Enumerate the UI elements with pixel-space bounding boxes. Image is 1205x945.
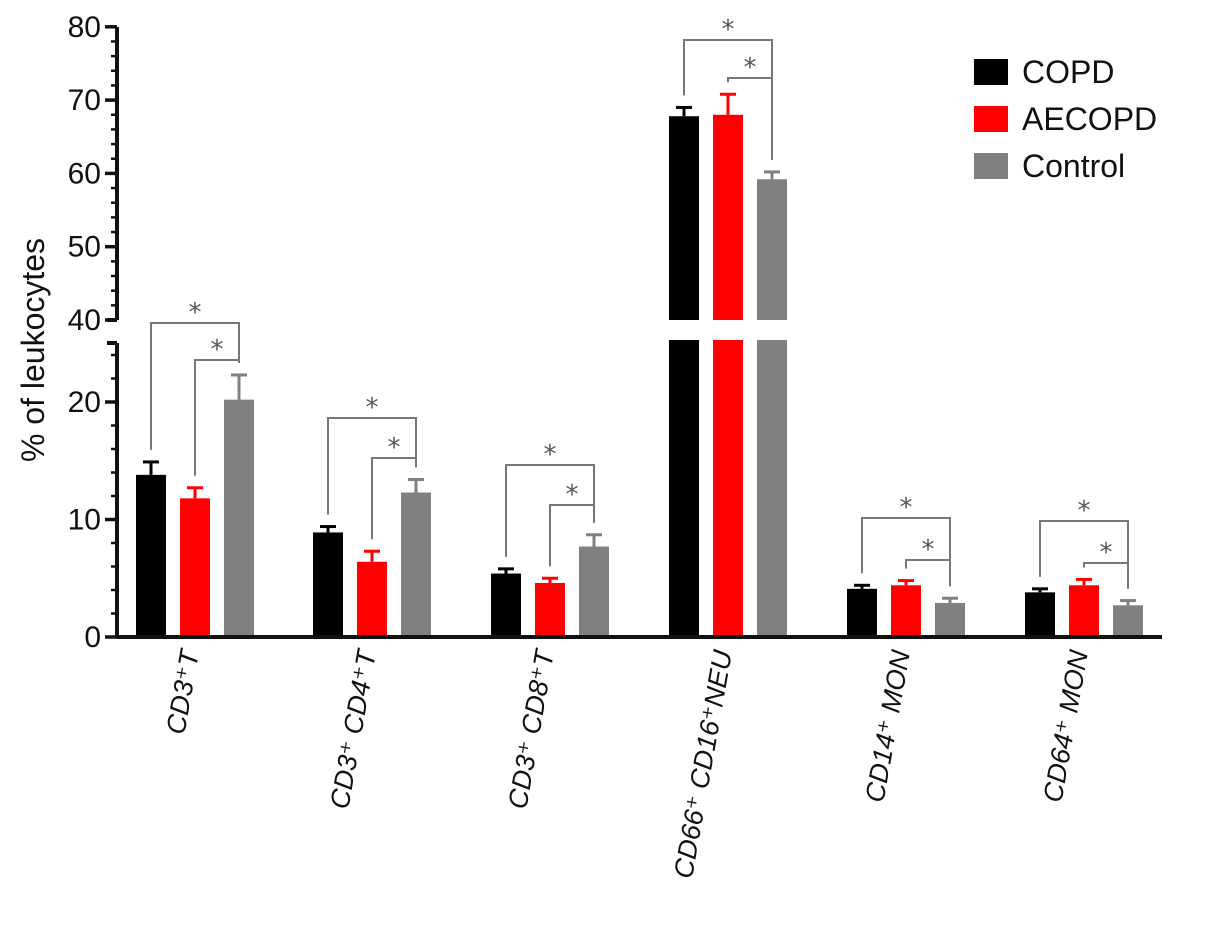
bar-aecopd-cd3-cd8-t xyxy=(535,582,565,635)
y-tick-label: 0 xyxy=(84,621,101,654)
y-tick-label: 70 xyxy=(68,84,101,117)
significance-bracket xyxy=(861,517,951,587)
significance-star: * xyxy=(211,335,224,365)
category-label-cd3-cd8-t: CD3⁺ CD8⁺T xyxy=(502,645,560,811)
significance-bracket xyxy=(1083,562,1129,589)
significance-bracket xyxy=(194,359,240,476)
bar-aecopd-cd64-mon xyxy=(1069,585,1099,635)
significance-star: * xyxy=(900,493,913,523)
legend-swatch-aecopd xyxy=(974,106,1008,132)
bar-aecopd-cd66-cd16-neu-lower xyxy=(713,340,743,635)
significance-star: * xyxy=(722,15,735,45)
bar-copd-cd3-cd4-t xyxy=(313,532,343,635)
bar-aecopd-cd66-cd16-neu xyxy=(713,114,743,320)
significance-star: * xyxy=(1078,496,1091,526)
significance-bracket xyxy=(327,417,417,515)
bar-copd-cd3-t xyxy=(136,474,166,635)
bar-copd-cd66-cd16-neu-lower xyxy=(669,340,699,635)
bar-copd-cd3-cd8-t xyxy=(491,573,521,635)
significance-star: * xyxy=(189,298,202,328)
y-tick-label: 40 xyxy=(68,304,101,337)
y-tick-label: 20 xyxy=(68,386,101,419)
significance-brackets: * * * * * * * * * * * * xyxy=(150,15,1129,589)
bar-control-cd3-t xyxy=(224,399,254,635)
y-axis-label: % of leukocytes xyxy=(15,238,51,462)
significance-star: * xyxy=(566,480,579,510)
category-label-cd66-cd16-neu: CD66⁺ CD16⁺NEU xyxy=(668,647,738,880)
bar-aecopd-cd3-t xyxy=(180,498,210,635)
significance-star: * xyxy=(744,53,757,83)
category-label-cd64-mon: CD64⁺ MON xyxy=(1038,647,1094,804)
legend-swatch-control xyxy=(974,153,1008,179)
y-tick-label: 60 xyxy=(68,157,101,190)
bar-control-cd64-mon xyxy=(1113,605,1143,635)
significance-bracket xyxy=(727,77,773,160)
bar-control-cd3-cd8-t xyxy=(579,546,609,635)
category-label-cd3-t: CD3⁺T xyxy=(161,645,206,736)
legend-swatch-copd xyxy=(974,59,1008,85)
bar-control-cd66-cd16-neu-lower xyxy=(757,340,787,635)
category-label-cd14-mon: CD14⁺ MON xyxy=(860,647,916,804)
significance-star: * xyxy=(544,440,557,470)
significance-bracket xyxy=(150,322,240,450)
significance-bracket xyxy=(371,457,417,540)
legend-label-control: Control xyxy=(1022,148,1125,184)
bar-aecopd-cd3-cd4-t xyxy=(357,561,387,635)
bar-copd-cd66-cd16-neu xyxy=(669,116,699,320)
bar-copd-cd14-mon xyxy=(847,588,877,635)
y-tick-label: 50 xyxy=(68,231,101,264)
bar-control-cd3-cd4-t xyxy=(401,492,431,635)
significance-star: * xyxy=(922,535,935,565)
significance-bracket xyxy=(505,464,595,557)
bar-control-cd66-cd16-neu xyxy=(757,179,787,320)
significance-star: * xyxy=(1100,538,1113,568)
significance-bracket xyxy=(549,504,595,567)
legend-label-copd: COPD xyxy=(1022,54,1114,90)
bar-control-cd14-mon xyxy=(935,602,965,635)
legend: COPD AECOPD Control xyxy=(974,54,1157,184)
significance-star: * xyxy=(366,393,379,423)
bar-aecopd-cd14-mon xyxy=(891,585,921,635)
y-tick-label: 10 xyxy=(68,504,101,537)
category-label-cd3-cd4-t: CD3⁺ CD4⁺T xyxy=(324,645,382,811)
category-labels: CD3⁺T CD3⁺ CD4⁺T CD3⁺ CD8⁺T CD66⁺ CD16⁺NEU C… xyxy=(161,645,1094,880)
y-tick-label: 80 xyxy=(68,11,101,44)
bars xyxy=(136,92,1143,635)
significance-star: * xyxy=(388,433,401,463)
legend-label-aecopd: AECOPD xyxy=(1022,101,1157,137)
bar-copd-cd64-mon xyxy=(1025,592,1055,635)
significance-bracket xyxy=(905,559,951,587)
axes: 0 10 20 40 50 60 70 80 xyxy=(68,11,1162,654)
significance-bracket xyxy=(1039,520,1129,589)
